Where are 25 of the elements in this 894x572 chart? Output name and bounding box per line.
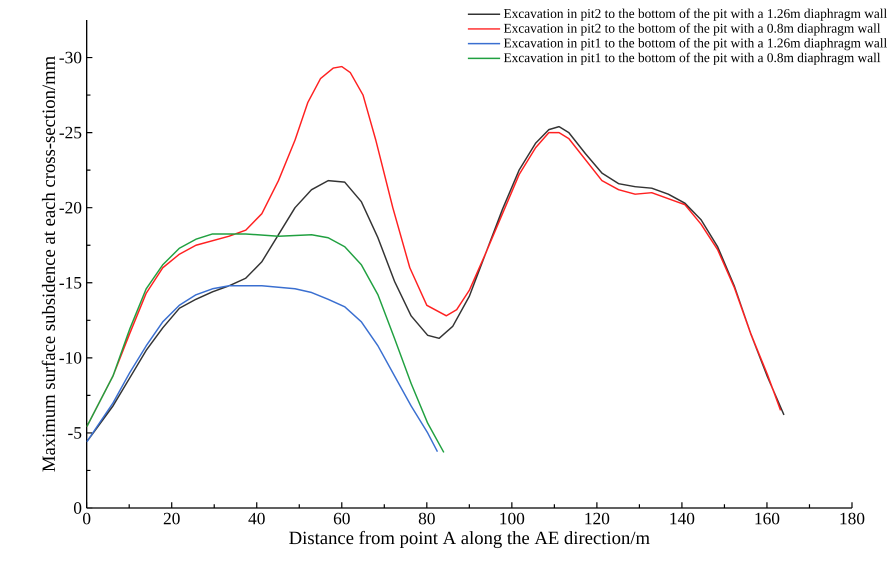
- legend-label: Excavation in pit2 to the bottom of the pit with a 0.8m diaphragm wall: [504, 23, 880, 36]
- x-tick-label: 160: [755, 512, 780, 524]
- x-tick-label: 20: [164, 512, 180, 524]
- x-tick-label: 0: [83, 512, 90, 524]
- x-tick-label: 140: [670, 512, 694, 524]
- x-tick-label: 100: [500, 512, 524, 524]
- y-tick-label: -30: [60, 52, 82, 64]
- line-series: [86, 285, 438, 452]
- x-tick-label: 60: [334, 512, 350, 524]
- y-tick-label: -10: [60, 352, 82, 364]
- y-tick-label: -20: [60, 202, 82, 214]
- y-tick-label: -15: [60, 276, 82, 289]
- x-tick-label: 180: [840, 512, 864, 524]
- y-tick-label: -25: [60, 126, 82, 138]
- legend-label: Excavation in pit1 to the bottom of the pit with a 1.26m diaphragm wall: [504, 38, 887, 50]
- legend-label: Excavation in pit1 to the bottom of the pit with a 0.8m diaphragm wall: [504, 52, 880, 65]
- line-series: [86, 233, 445, 454]
- legend-label: Excavation in pit2 to the bottom of the pit with a 1.26m diaphragm wall: [504, 8, 887, 21]
- y-tick-label: 0: [74, 502, 82, 514]
- x-tick-label: 40: [248, 512, 265, 524]
- y-axis-title: Maximum surface subsidence at each cross-section/mm: [42, 56, 56, 472]
- x-tick-label: 120: [585, 512, 610, 524]
- x-axis-title: Distance from point A along the AE direction/m: [289, 530, 650, 548]
- x-tick-label: 80: [418, 512, 435, 524]
- y-tick-label: -5: [68, 427, 82, 439]
